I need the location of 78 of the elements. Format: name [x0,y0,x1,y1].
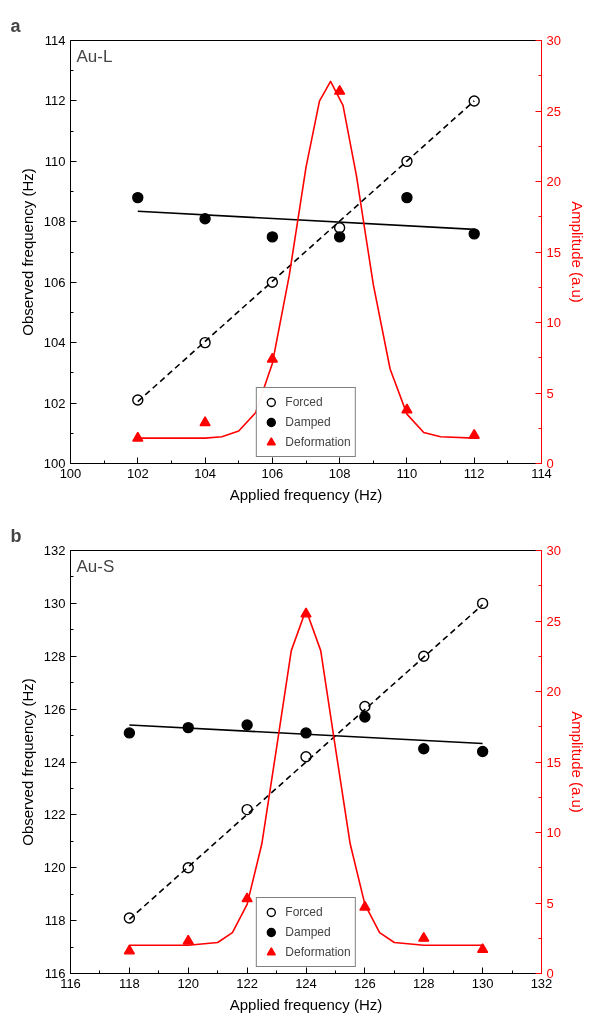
x-tick-label: 110 [396,465,418,481]
y2-tick-label: 30 [546,33,561,48]
x-tick-label: 130 [471,975,494,991]
point [401,191,413,204]
legend-label: Damped [285,414,331,431]
point [199,416,211,427]
x-axis-title: Applied frequency (Hz) [229,995,383,1013]
chart-title: a [10,15,22,36]
y-tick-label: 118 [44,913,66,929]
y-tick-label: 110 [44,153,66,169]
y2-tick-label: 30 [546,543,561,558]
y-tick-label: 102 [43,395,66,411]
y-tick-label: 132 [43,543,66,558]
legend-label: Deformation [285,434,351,451]
y-tick-label: 124 [43,754,66,770]
point [418,931,430,942]
y-tick-label: 106 [43,274,66,290]
y-axis-title: Observed frequency (Hz) [18,678,36,846]
y-tick-label: 108 [43,214,66,230]
y-tick-label: 114 [44,33,66,48]
point [123,727,136,739]
x-tick-label: 112 [463,465,485,481]
legend-label: Forced [285,394,323,411]
point [182,934,194,945]
point [123,944,136,955]
point [468,228,480,240]
y2-tick-label: 5 [546,895,554,911]
y2-axis-title: Amplitude (a.u) [568,711,586,813]
point [359,711,371,723]
x-tick-label: 126 [354,975,376,991]
point [401,403,413,414]
x-tick-label: 122 [236,975,258,991]
legend-label: Damped [285,924,331,941]
point [132,191,144,204]
x-tick-label: 108 [328,465,351,481]
x-tick-label: 104 [194,465,216,481]
point [333,84,346,95]
point [266,231,279,243]
y-tick-label: 130 [43,595,66,611]
y-tick-label: 128 [43,648,66,664]
y2-tick-label: 15 [546,754,561,770]
y2-tick-label: 15 [546,244,561,260]
y2-axis-title: Amplitude (a.u) [568,201,586,303]
y2-tick-label: 20 [546,174,561,189]
legend-label: Forced [285,904,323,921]
point [476,597,489,610]
y-tick-label: 122 [43,807,66,823]
point [476,745,489,758]
point [241,803,253,816]
y2-tick-label: 20 [546,684,561,699]
point [468,95,480,107]
x-tick-label: 124 [295,975,317,991]
point [241,719,253,731]
x-tick-label: 102 [126,465,149,481]
y-tick-label: 112 [44,93,66,109]
x-axis-title: Applied frequency (Hz) [229,485,383,503]
point [476,943,489,954]
point [333,231,346,243]
annotation: Au-S [76,556,115,576]
y2-tick-label: 25 [546,613,561,629]
x-tick-label: 118 [119,975,140,991]
y2-tick-label: 5 [546,385,554,401]
legend-label: Deformation [285,944,351,961]
y2-tick-label: 10 [546,315,561,330]
y-tick-label: 104 [43,335,66,351]
y-tick-label: 120 [43,860,66,876]
y2-tick-label: 10 [546,825,561,840]
annotation: Au-L [76,46,113,66]
x-tick-label: 120 [177,975,200,991]
point [132,431,144,442]
point [418,743,430,755]
y2-tick-label: 25 [546,103,561,119]
y-axis-title: Observed frequency (Hz) [18,168,36,336]
x-tick-label: 128 [412,975,435,991]
y-tick-label: 126 [43,701,66,717]
point [300,751,312,763]
chart-title: b [10,525,22,546]
x-tick-label: 106 [261,465,284,481]
